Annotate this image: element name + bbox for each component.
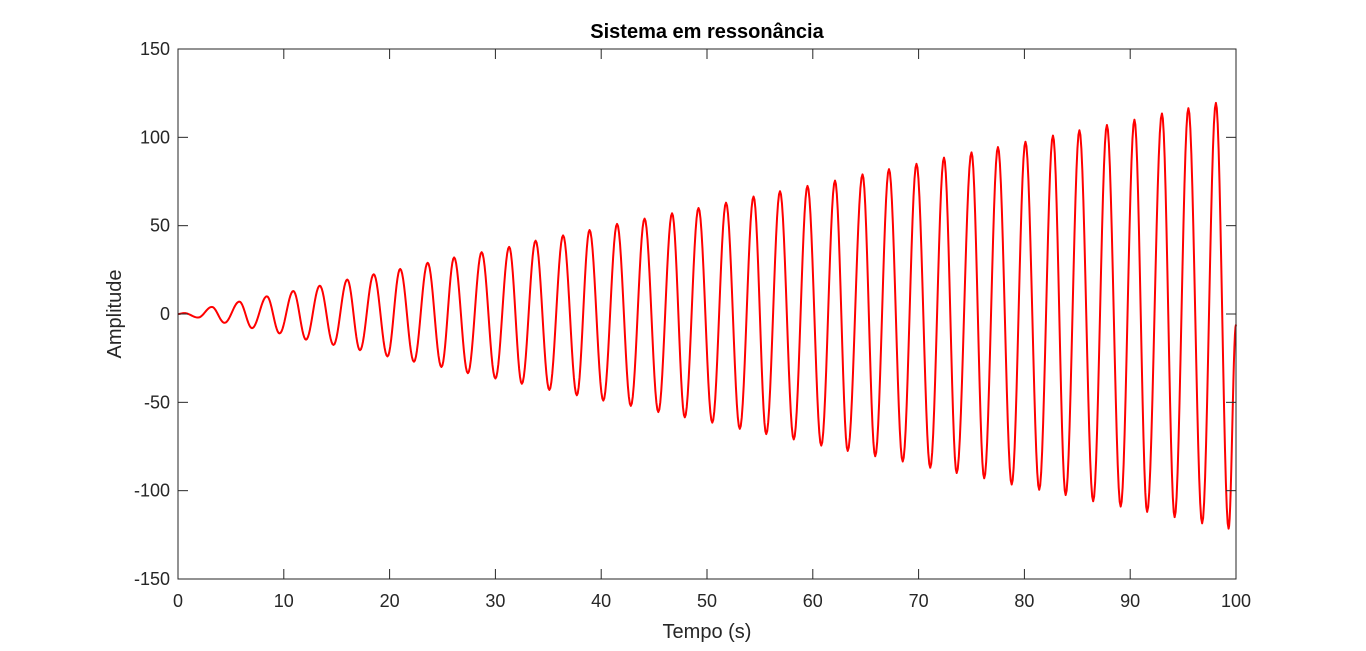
y-tick-label: -150 — [134, 569, 170, 589]
x-tick-label: 30 — [485, 591, 505, 611]
chart-title: Sistema em ressonância — [590, 21, 824, 43]
x-tick-label: 20 — [380, 591, 400, 611]
x-tick-label: 10 — [274, 591, 294, 611]
x-tick-label: 40 — [591, 591, 611, 611]
y-tick-label: 100 — [140, 127, 170, 147]
x-tick-label: 50 — [697, 591, 717, 611]
x-tick-label: 0 — [173, 591, 183, 611]
y-tick-label: 50 — [150, 216, 170, 236]
y-tick-label: 150 — [140, 39, 170, 59]
series-group — [177, 101, 1237, 530]
y-axis-label: Amplitude — [104, 270, 126, 359]
plot-area — [178, 49, 1236, 579]
x-tick-label: 90 — [1120, 591, 1140, 611]
x-axis-label: Tempo (s) — [663, 621, 752, 643]
x-tick-label: 100 — [1221, 591, 1251, 611]
x-tick-label: 60 — [803, 591, 823, 611]
y-tick-label: -100 — [134, 481, 170, 501]
y-tick-label: 0 — [160, 304, 170, 324]
axes-box — [177, 48, 1237, 580]
x-tick-label: 80 — [1014, 591, 1034, 611]
y-tick-label: -50 — [144, 392, 170, 412]
series-line — [177, 101, 1237, 530]
x-tick-label: 70 — [909, 591, 929, 611]
y-axis: -150 -100 -50 0 50 100 150 — [134, 39, 1236, 589]
x-axis: 0 10 20 30 40 50 60 70 80 90 100 — [173, 49, 1251, 611]
